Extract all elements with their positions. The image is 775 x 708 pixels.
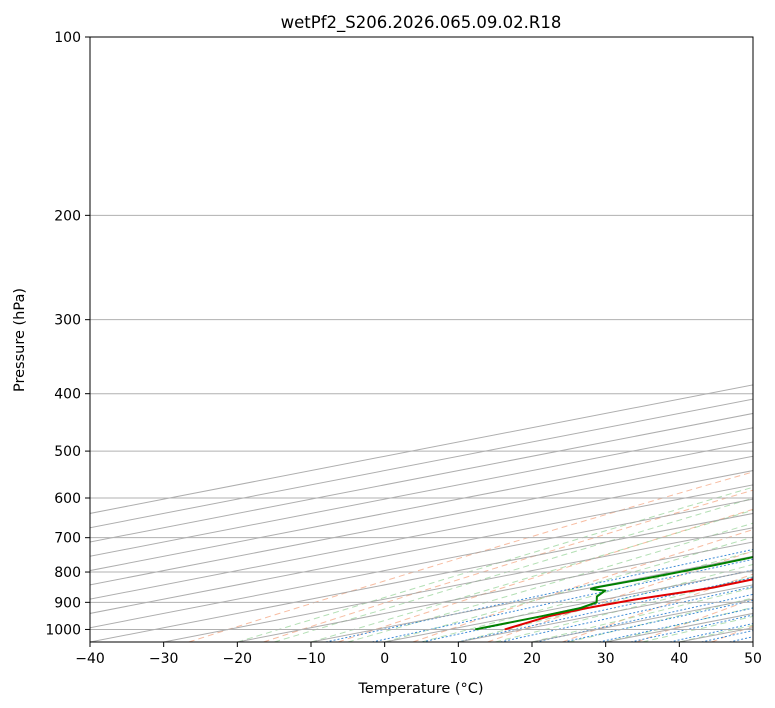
isotherm-line [90, 441, 753, 572]
y-axis-ticks: 1000 900 800 700 600 500 400 300 200 100 [45, 30, 90, 638]
y-tick-label: 500 [54, 444, 81, 460]
moist-adiabat-line [421, 550, 753, 642]
y-tick-label: 400 [54, 387, 81, 403]
x-axis-label: Temperature (°C) [357, 681, 483, 697]
y-tick-label: 1000 [45, 622, 81, 638]
isotherm-line [90, 470, 753, 600]
y-axis-label: Pressure (hPa) [12, 288, 28, 392]
mixing-ratio-line [372, 558, 753, 642]
x-tick-label: 0 [380, 651, 389, 667]
isotherm-line [90, 512, 753, 642]
mixing-ratio-line [457, 577, 753, 642]
dry-adiabat-line [188, 471, 753, 642]
y-tick-label: 100 [54, 30, 81, 46]
x-tick-label: −40 [75, 651, 105, 667]
y-tick-label: 300 [54, 313, 81, 329]
isotherms [90, 384, 753, 642]
x-tick-label: 30 [597, 651, 615, 667]
dry-adiabat-line [338, 508, 753, 642]
y-tick-label: 800 [54, 565, 81, 581]
moist-adiabat-line [274, 497, 753, 642]
y-tick-label: 200 [54, 208, 81, 224]
y-tick-label: 600 [54, 491, 81, 507]
plot-area: 0.10.20.40.611.52346810131620253036-100-… [90, 37, 753, 642]
isotherm-line [90, 427, 753, 557]
isotherm-line [90, 455, 753, 586]
dry-adiabat-line [562, 573, 753, 642]
chart-title: wetPf2_S206.2026.065.09.02.R18 [281, 13, 562, 33]
x-tick-label: 40 [670, 651, 688, 667]
x-tick-label: −20 [223, 651, 253, 667]
x-tick-label: 10 [449, 651, 467, 667]
moist-adiabat-line [310, 509, 753, 642]
y-tick-label: 900 [54, 595, 81, 611]
y-tick-label: 700 [54, 531, 81, 547]
dry-adiabat-line [412, 529, 753, 642]
x-tick-label: −30 [149, 651, 179, 667]
isotherm-line [90, 412, 753, 543]
pressure-gridlines [90, 37, 753, 630]
mixing-ratio-line [563, 599, 753, 642]
moist-adiabat-line [237, 486, 753, 642]
isotherm-line [90, 484, 753, 614]
x-tick-label: −10 [296, 651, 326, 667]
x-tick-label: 20 [523, 651, 541, 667]
mixing-ratio-line [535, 593, 753, 642]
x-axis-ticks: −40 −30 −20 −10 0 10 20 30 40 50 [75, 642, 762, 667]
isotherm-line [163, 527, 753, 642]
mixing-ratio-line [500, 586, 753, 642]
x-tick-label: 50 [744, 651, 762, 667]
moist-adiabat-line [495, 576, 753, 642]
plot-frame [89, 36, 754, 643]
isotherm-line [90, 498, 753, 629]
moist-adiabat-line [347, 522, 753, 642]
